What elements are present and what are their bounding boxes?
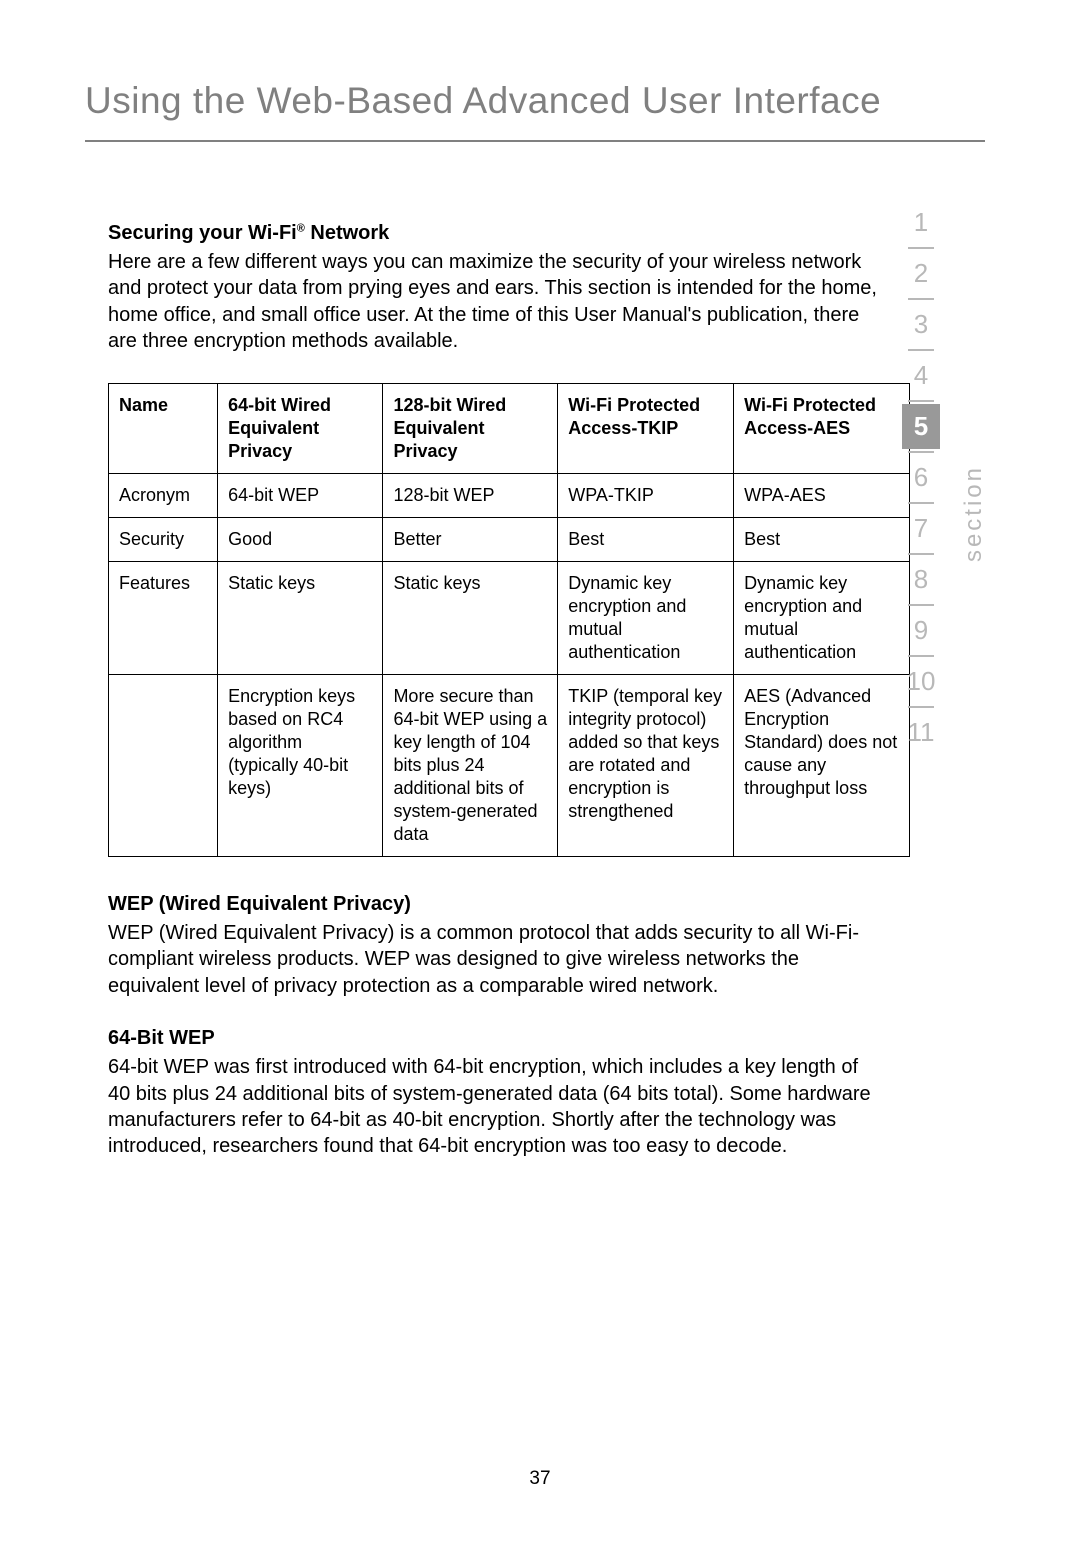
td: WPA-TKIP — [558, 473, 734, 517]
td: Encryption keys based on RC4 algorithm (… — [218, 674, 383, 856]
heading-securing-wifi: Securing your Wi-Fi® Network — [108, 222, 883, 245]
table-row: Encryption keys based on RC4 algorithm (… — [109, 674, 910, 856]
td: Acronym — [109, 473, 218, 517]
main-content: Securing your Wi-Fi® Network Here are a … — [108, 222, 883, 1188]
heading-post: Network — [305, 222, 389, 244]
registered-mark: ® — [297, 222, 305, 234]
td: Security — [109, 517, 218, 561]
nav-divider — [908, 451, 934, 453]
intro-body: Here are a few different ways you can ma… — [108, 249, 883, 355]
td: TKIP (temporal key integrity protocol) a… — [558, 674, 734, 856]
td: Dynamic key encryption and mutual authen… — [734, 561, 910, 674]
section-nav-item-1[interactable]: 1 — [902, 200, 940, 245]
section-nav-item-4[interactable]: 4 — [902, 353, 940, 398]
td: Features — [109, 561, 218, 674]
td: Static keys — [383, 561, 558, 674]
nav-divider — [908, 247, 934, 249]
td: WPA-AES — [734, 473, 910, 517]
section-nav-item-8[interactable]: 8 — [902, 557, 940, 602]
nav-divider — [908, 502, 934, 504]
section-nav-item-3[interactable]: 3 — [902, 302, 940, 347]
section-nav-item-9[interactable]: 9 — [902, 608, 940, 653]
section-nav-item-11[interactable]: 11 — [902, 710, 940, 755]
td: 128-bit WEP — [383, 473, 558, 517]
section-nav: 1 2 3 4 5 6 7 8 9 10 11 — [902, 200, 940, 755]
td: More secure than 64-bit WEP using a key … — [383, 674, 558, 856]
nav-divider — [908, 604, 934, 606]
th-wpa-aes: Wi-Fi Protected Access-AES — [734, 383, 910, 473]
table-row: Acronym 64-bit WEP 128-bit WEP WPA-TKIP … — [109, 473, 910, 517]
page-number: 37 — [0, 1468, 1080, 1490]
table-row: Features Static keys Static keys Dynamic… — [109, 561, 910, 674]
wep-body: WEP (Wired Equivalent Privacy) is a comm… — [108, 920, 883, 999]
th-wpa-tkip: Wi-Fi Protected Access-TKIP — [558, 383, 734, 473]
table-row: Security Good Better Best Best — [109, 517, 910, 561]
wep64-body: 64-bit WEP was first introduced with 64-… — [108, 1054, 883, 1160]
td: 64-bit WEP — [218, 473, 383, 517]
td: AES (Advanced Encryption Standard) does … — [734, 674, 910, 856]
section-nav-item-5[interactable]: 5 — [902, 404, 940, 449]
nav-divider — [908, 655, 934, 657]
table-header-row: Name 64-bit Wired Equivalent Privacy 128… — [109, 383, 910, 473]
heading-64bit-wep: 64-Bit WEP — [108, 1027, 883, 1050]
th-128wep: 128-bit Wired Equivalent Privacy — [383, 383, 558, 473]
section-nav-item-6[interactable]: 6 — [902, 455, 940, 500]
nav-divider — [908, 298, 934, 300]
th-name: Name — [109, 383, 218, 473]
section-label: section — [960, 465, 988, 562]
encryption-table: Name 64-bit Wired Equivalent Privacy 128… — [108, 383, 910, 858]
td: Best — [558, 517, 734, 561]
page-title: Using the Web-Based Advanced User Interf… — [85, 80, 985, 142]
nav-divider — [908, 400, 934, 402]
section-nav-item-2[interactable]: 2 — [902, 251, 940, 296]
td: Dynamic key encryption and mutual authen… — [558, 561, 734, 674]
heading-wep: WEP (Wired Equivalent Privacy) — [108, 893, 883, 916]
th-64wep: 64-bit Wired Equivalent Privacy — [218, 383, 383, 473]
td: Static keys — [218, 561, 383, 674]
td: Good — [218, 517, 383, 561]
nav-divider — [908, 349, 934, 351]
section-nav-item-7[interactable]: 7 — [902, 506, 940, 551]
section-nav-item-10[interactable]: 10 — [902, 659, 940, 704]
nav-divider — [908, 706, 934, 708]
td — [109, 674, 218, 856]
td: Best — [734, 517, 910, 561]
heading-pre: Securing your Wi-Fi — [108, 222, 297, 244]
nav-divider — [908, 553, 934, 555]
td: Better — [383, 517, 558, 561]
